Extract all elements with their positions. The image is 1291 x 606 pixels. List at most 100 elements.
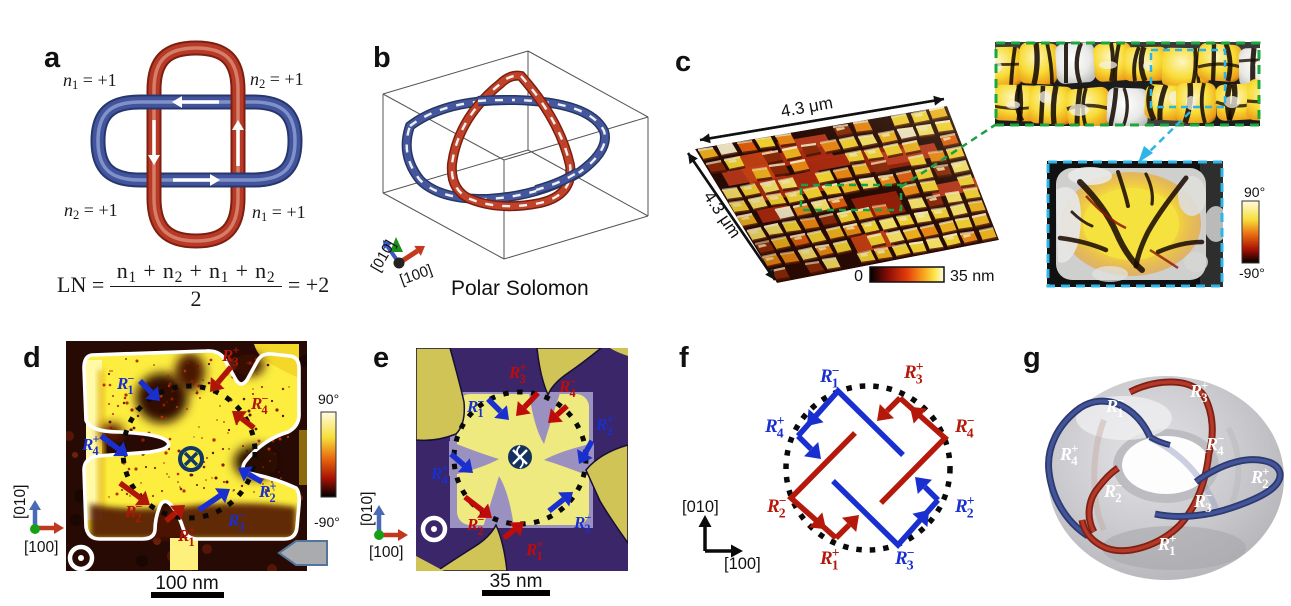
- svg-text:R: R: [1250, 467, 1263, 487]
- svg-text:[100]: [100]: [369, 544, 403, 561]
- svg-text:R: R: [81, 435, 93, 454]
- svg-text:R: R: [819, 548, 833, 569]
- svg-text:3: 3: [1201, 390, 1208, 405]
- svg-text:−: −: [262, 392, 269, 406]
- svg-text:1: 1: [128, 383, 134, 397]
- svg-text:4: 4: [1217, 443, 1224, 458]
- svg-text:−: −: [478, 513, 485, 527]
- svg-text:4: 4: [777, 425, 784, 440]
- svg-text:R: R: [558, 377, 570, 396]
- svg-text:-90°: -90°: [314, 514, 340, 530]
- svg-text:+: +: [442, 462, 449, 476]
- svg-text:R: R: [1205, 434, 1218, 454]
- svg-text:−: −: [570, 375, 577, 389]
- svg-text:2: 2: [1262, 476, 1268, 491]
- svg-text:R: R: [466, 397, 478, 416]
- svg-text:R: R: [819, 366, 833, 387]
- svg-text:2: 2: [1115, 490, 1121, 505]
- svg-text:1: 1: [189, 535, 195, 549]
- svg-text:3: 3: [916, 371, 923, 386]
- svg-text:90°: 90°: [1244, 184, 1265, 200]
- svg-text:R: R: [258, 482, 270, 501]
- svg-text:[100]: [100]: [724, 555, 761, 573]
- svg-text:−: −: [585, 511, 592, 525]
- svg-text:4: 4: [570, 386, 576, 400]
- svg-text:R: R: [894, 548, 908, 569]
- svg-text:+: +: [537, 538, 544, 552]
- svg-text:−: −: [128, 372, 135, 386]
- svg-text:R: R: [250, 394, 262, 413]
- svg-text:35 nm: 35 nm: [490, 571, 543, 592]
- svg-text:+: +: [93, 433, 100, 447]
- svg-text:−: −: [239, 509, 246, 523]
- svg-text:100 nm: 100 nm: [155, 573, 218, 594]
- svg-text:R: R: [221, 346, 233, 365]
- svg-text:−: −: [478, 395, 485, 409]
- svg-text:R: R: [124, 502, 136, 521]
- svg-text:+: +: [1201, 378, 1208, 393]
- svg-text:[010]: [010]: [359, 492, 376, 526]
- svg-text:−: −: [136, 500, 143, 514]
- svg-text:R: R: [766, 496, 780, 517]
- svg-text:R: R: [227, 511, 239, 530]
- svg-text:−: −: [967, 413, 975, 428]
- svg-text:1: 1: [832, 557, 839, 572]
- svg-text:0: 0: [854, 268, 863, 285]
- svg-text:1: 1: [1169, 543, 1175, 558]
- svg-text:R: R: [1103, 481, 1116, 501]
- svg-text:[010]: [010]: [12, 485, 29, 519]
- svg-text:R: R: [954, 496, 968, 517]
- svg-text:1: 1: [537, 549, 543, 563]
- svg-text:2: 2: [967, 505, 974, 520]
- svg-text:−: −: [907, 545, 915, 560]
- svg-text:−: −: [1205, 488, 1212, 503]
- svg-text:2: 2: [779, 505, 786, 520]
- svg-text:3: 3: [233, 355, 239, 369]
- svg-text:−: −: [1115, 478, 1122, 493]
- svg-text:4: 4: [262, 403, 268, 417]
- svg-text:2: 2: [270, 491, 276, 505]
- svg-text:R: R: [508, 363, 520, 382]
- svg-text:Polar Solomon: Polar Solomon: [451, 277, 589, 300]
- svg-text:−: −: [1217, 431, 1224, 446]
- svg-text:1: 1: [478, 406, 484, 420]
- svg-text:+: +: [1262, 464, 1269, 479]
- svg-text:4: 4: [1071, 453, 1078, 468]
- svg-text:[010]: [010]: [682, 498, 719, 516]
- svg-text:R: R: [1157, 534, 1170, 554]
- svg-text:4: 4: [93, 444, 99, 458]
- svg-text:+: +: [832, 545, 840, 560]
- svg-text:R: R: [1193, 491, 1206, 511]
- svg-text:2: 2: [607, 424, 613, 438]
- svg-text:R: R: [573, 513, 585, 532]
- svg-text:+: +: [1071, 441, 1078, 456]
- svg-text:3: 3: [585, 522, 591, 536]
- svg-text:+: +: [233, 344, 240, 358]
- svg-text:2: 2: [136, 511, 142, 525]
- svg-text:+: +: [189, 524, 196, 538]
- svg-text:-90°: -90°: [1239, 265, 1265, 281]
- svg-text:1: 1: [1117, 405, 1123, 420]
- svg-text:+: +: [270, 480, 277, 494]
- svg-text:+: +: [520, 361, 527, 375]
- svg-text:R: R: [525, 540, 537, 559]
- svg-text:3: 3: [520, 372, 526, 386]
- svg-text:4.3 μm: 4.3 μm: [779, 93, 834, 121]
- svg-text:35 nm: 35 nm: [950, 268, 994, 285]
- svg-text:−: −: [1117, 393, 1124, 408]
- svg-text:R: R: [1059, 444, 1072, 464]
- svg-text:R: R: [177, 526, 189, 545]
- svg-text:+: +: [607, 413, 614, 427]
- svg-text:R: R: [764, 416, 778, 437]
- svg-text:3: 3: [1205, 500, 1212, 515]
- svg-text:3: 3: [907, 557, 914, 572]
- svg-text:R: R: [1105, 396, 1118, 416]
- svg-text:R: R: [116, 374, 128, 393]
- svg-text:4: 4: [967, 425, 974, 440]
- svg-text:+: +: [1169, 531, 1176, 546]
- svg-text:+: +: [777, 413, 785, 428]
- svg-text:R: R: [595, 415, 607, 434]
- svg-text:−: −: [779, 493, 787, 508]
- svg-text:2: 2: [478, 524, 484, 538]
- svg-text:R: R: [466, 515, 478, 534]
